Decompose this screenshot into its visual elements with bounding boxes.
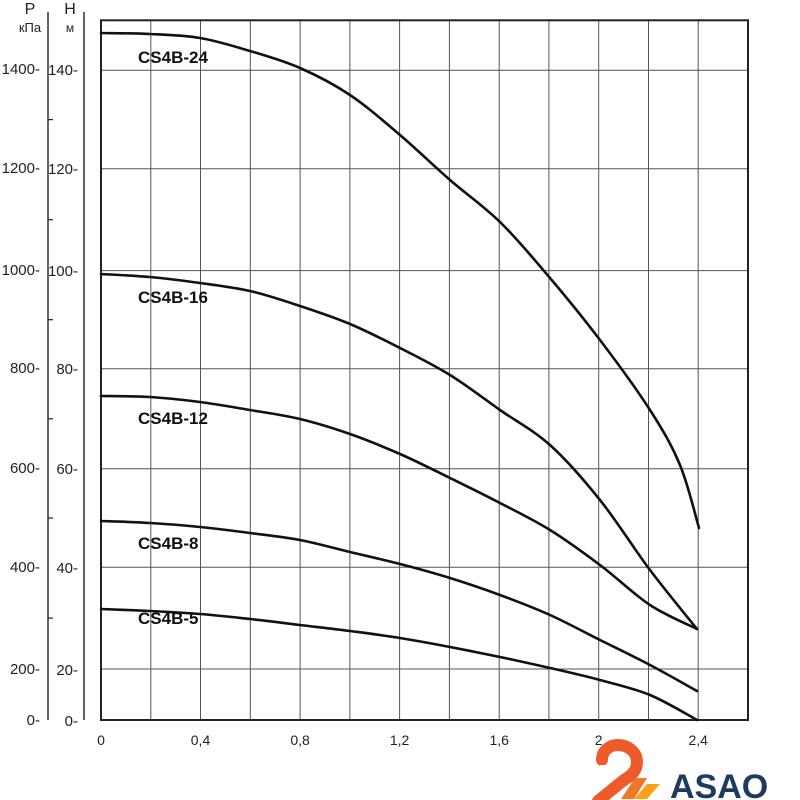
svg-text:кПа: кПа (19, 20, 42, 35)
svg-text:CS4B-5: CS4B-5 (138, 609, 198, 628)
svg-text:600-: 600- (10, 460, 40, 477)
svg-text:ASAO: ASAO (670, 768, 768, 800)
svg-text:120-: 120- (48, 161, 78, 178)
svg-text:1,2: 1,2 (390, 732, 410, 748)
svg-text:1,6: 1,6 (489, 732, 509, 748)
svg-text:1200-: 1200- (2, 160, 40, 177)
svg-text:м: м (66, 21, 74, 35)
svg-text:200-: 200- (10, 661, 40, 678)
svg-text:2,4: 2,4 (688, 732, 708, 748)
svg-text:CS4B-12: CS4B-12 (138, 409, 208, 428)
svg-text:CS4B-8: CS4B-8 (138, 534, 198, 553)
svg-text:2: 2 (595, 732, 603, 748)
svg-text:60-: 60- (56, 461, 78, 478)
svg-text:0,4: 0,4 (191, 732, 211, 748)
svg-text:H: H (64, 1, 76, 18)
svg-text:140-: 140- (48, 62, 78, 79)
svg-text:20-: 20- (56, 662, 78, 679)
svg-text:1400-: 1400- (2, 61, 40, 78)
svg-text:0-: 0- (65, 713, 78, 730)
svg-text:100-: 100- (48, 263, 78, 280)
svg-text:0: 0 (97, 732, 105, 748)
svg-text:P: P (25, 1, 36, 18)
svg-text:CS4B-16: CS4B-16 (138, 288, 208, 307)
svg-text:400-: 400- (10, 559, 40, 576)
svg-text:CS4B-24: CS4B-24 (138, 48, 208, 67)
svg-text:0-: 0- (27, 712, 40, 729)
svg-text:0,8: 0,8 (290, 732, 310, 748)
svg-text:800-: 800- (10, 360, 40, 377)
svg-text:1000-: 1000- (2, 262, 40, 279)
svg-text:80-: 80- (56, 361, 78, 378)
svg-text:40-: 40- (56, 560, 78, 577)
